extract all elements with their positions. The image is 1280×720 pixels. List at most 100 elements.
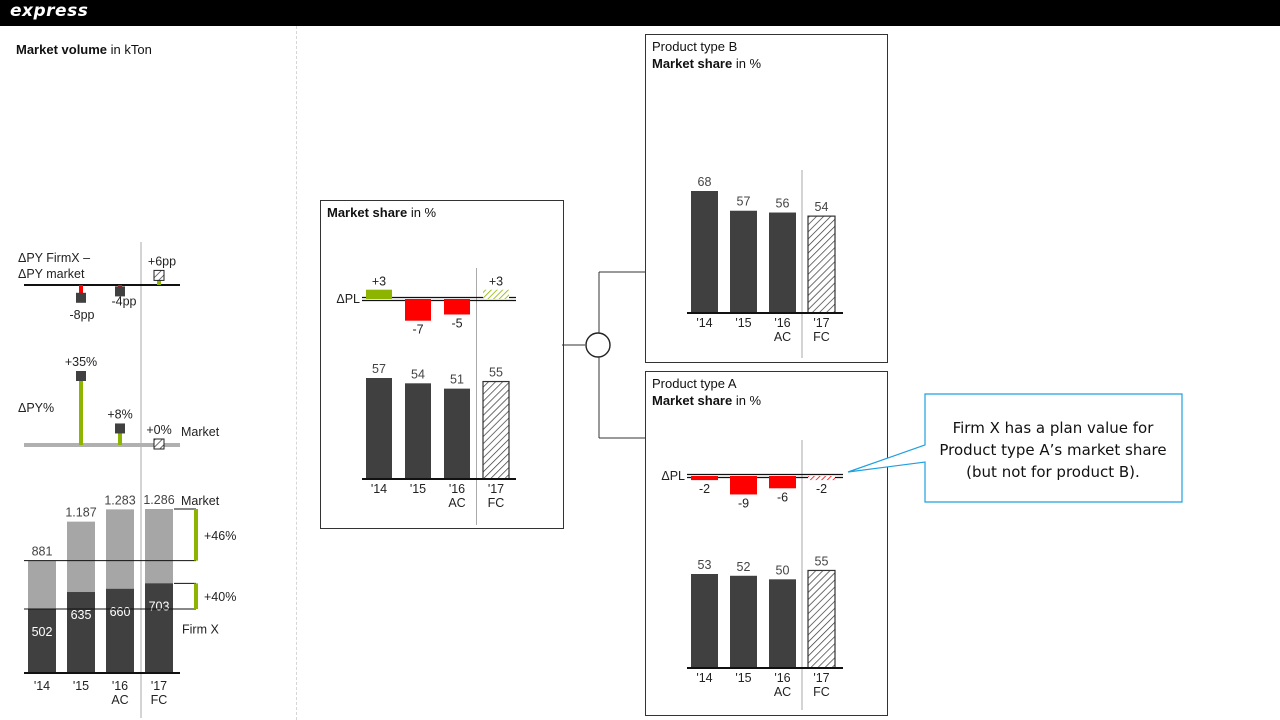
product_a-delta-bar bbox=[691, 476, 718, 481]
brand-logo: express bbox=[10, 1, 89, 21]
total-value-label: 51 bbox=[450, 373, 464, 387]
volume-tick-label: '14 bbox=[34, 679, 50, 693]
volume-tick-label: '17 bbox=[151, 679, 167, 693]
sum-node bbox=[585, 332, 611, 358]
total-delta-value-label: -5 bbox=[451, 317, 462, 331]
product_b-value-label: 56 bbox=[776, 197, 790, 211]
product_a-value-label: 55 bbox=[815, 554, 829, 568]
product_a-delta-bar bbox=[808, 476, 835, 481]
total-tick-label: '16 bbox=[449, 482, 465, 496]
total-value-label: 54 bbox=[411, 367, 425, 381]
total-tick-sublabel: AC bbox=[448, 496, 465, 510]
volume-tick-label: '15 bbox=[73, 679, 89, 693]
total-tick-sublabel: FC bbox=[488, 496, 505, 510]
volume-tick-label: '16 bbox=[112, 679, 128, 693]
firm-volume-label: 635 bbox=[71, 608, 92, 622]
product_b-tick-label: '15 bbox=[735, 316, 751, 330]
firm-volume-bar bbox=[67, 592, 95, 673]
product_a-delta-label: ΔPL bbox=[661, 469, 685, 483]
product_a-tick-label: '15 bbox=[735, 671, 751, 685]
total-delta-bar bbox=[483, 289, 509, 299]
firm-volume-bar bbox=[106, 588, 134, 673]
total-delta-bar bbox=[405, 299, 431, 321]
firm-volume-label: 502 bbox=[32, 625, 53, 639]
product_a-value-label: 50 bbox=[776, 563, 790, 577]
delta-pp-pin bbox=[79, 285, 83, 298]
product_b-tick-label: '17 bbox=[813, 316, 829, 330]
product_a-tick-sublabel: FC bbox=[813, 685, 830, 699]
callout-bubble bbox=[847, 393, 1183, 503]
total-delta-bar bbox=[366, 289, 392, 299]
product_b-value-label: 68 bbox=[698, 175, 712, 189]
callout-line-1: Firm X has a plan value for bbox=[952, 419, 1154, 437]
product-a-title-unit: in % bbox=[732, 393, 762, 408]
delta-pct-pin bbox=[79, 377, 83, 445]
total-tick-label: '17 bbox=[488, 482, 504, 496]
product_b-bar bbox=[691, 191, 718, 313]
product_a-delta-value-label: -6 bbox=[777, 490, 788, 504]
top-bar: express bbox=[0, 0, 1280, 26]
delta-pp-label: +6pp bbox=[148, 254, 176, 268]
volume-title-unit: in kTon bbox=[107, 42, 152, 57]
product-b-panel: Product type B Market share in % bbox=[645, 34, 888, 363]
total-value-label: 57 bbox=[372, 362, 386, 376]
total-bar bbox=[366, 378, 392, 479]
product_a-tick-sublabel: AC bbox=[774, 685, 791, 699]
delta-pp-head bbox=[76, 292, 86, 303]
total-share-panel: Market share in % bbox=[320, 200, 564, 529]
product_a-bar bbox=[769, 579, 796, 668]
total-delta-bar bbox=[444, 299, 470, 315]
delta-pct-label: +0% bbox=[146, 423, 171, 437]
total-delta-value-label: +3 bbox=[489, 275, 503, 289]
total-tick-label: '15 bbox=[410, 482, 426, 496]
callout-line-3: (but not for product B). bbox=[966, 463, 1140, 481]
total-share-title-unit: in % bbox=[407, 205, 437, 220]
total-delta-value-label: -7 bbox=[412, 323, 423, 337]
total-share-title: Market share in % bbox=[327, 204, 436, 221]
product_a-value-label: 53 bbox=[698, 558, 712, 572]
total-tick-label: '14 bbox=[371, 482, 387, 496]
market-volume-label: 1.286 bbox=[143, 493, 174, 507]
total-share-title-bold: Market share bbox=[327, 205, 408, 220]
total-bar bbox=[405, 383, 431, 479]
product_a-tick-label: '17 bbox=[813, 671, 829, 685]
firm-volume-label: 703 bbox=[149, 599, 170, 613]
delta-pct-label: +35% bbox=[65, 355, 97, 369]
market-volume-label: 1.187 bbox=[65, 506, 96, 520]
product-b-title-bold: Market share bbox=[652, 56, 733, 71]
product_a-delta-bar bbox=[769, 476, 796, 489]
product_a-tick-label: '14 bbox=[696, 671, 712, 685]
product_b-value-label: 57 bbox=[737, 195, 751, 209]
total-bar bbox=[482, 380, 510, 480]
product-a-title-line1: Product type A bbox=[652, 376, 737, 391]
market-volume-label: 1.283 bbox=[104, 493, 135, 507]
delta-pct-title: ΔPY% bbox=[18, 401, 54, 415]
product-b-title-unit: in % bbox=[732, 56, 762, 71]
delta-pct-head bbox=[115, 423, 125, 434]
product-a-title-bold: Market share bbox=[652, 393, 733, 408]
total-bar bbox=[444, 388, 470, 479]
delta-pct-market-label: Market bbox=[181, 425, 220, 439]
product_b-bar bbox=[807, 215, 836, 314]
firm-growth-bar bbox=[194, 583, 198, 609]
firm-growth-label: +40% bbox=[204, 590, 236, 604]
product_b-bar bbox=[769, 212, 796, 313]
volume-tick-sublabel: AC bbox=[111, 693, 128, 707]
delta-pp-label: -4pp bbox=[111, 294, 136, 308]
product_a-delta-value-label: -9 bbox=[738, 496, 749, 510]
delta-pct-head bbox=[153, 438, 165, 450]
delta-pct-pin bbox=[118, 429, 122, 445]
product_a-bar bbox=[691, 574, 718, 668]
product_b-tick-label: '14 bbox=[696, 316, 712, 330]
firm-volume-label: 660 bbox=[110, 605, 131, 619]
delta-pp-label: -8pp bbox=[69, 308, 94, 322]
total-delta-value-label: +3 bbox=[372, 275, 386, 289]
product_b-tick-sublabel: AC bbox=[774, 330, 791, 344]
product_b-value-label: 54 bbox=[815, 200, 829, 214]
section-divider bbox=[296, 26, 297, 720]
product_a-value-label: 52 bbox=[737, 560, 751, 574]
callout-line-2: Product type A’s market share bbox=[939, 441, 1167, 459]
product-a-title: Product type A Market share in % bbox=[652, 375, 761, 409]
total-delta-label: ΔPL bbox=[336, 292, 360, 306]
